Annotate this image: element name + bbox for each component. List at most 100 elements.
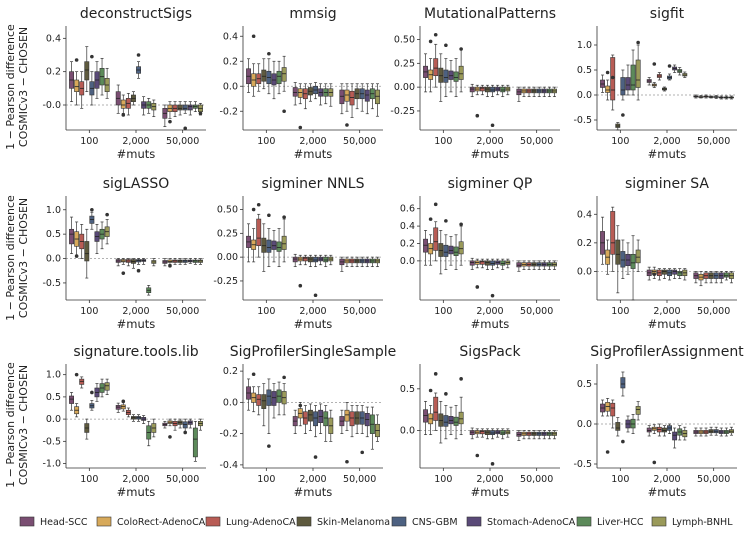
box-lung-adenoca [256,394,262,406]
x-tick-label: 50,000 [343,136,376,147]
outlier-point [444,392,448,396]
outlier-point [475,285,480,289]
box-lung-adenoca [256,218,262,247]
outlier-point [282,215,286,219]
box-skin-melanoma [308,256,313,263]
legend-swatch-skin-melanoma [296,516,312,527]
box-lung-adenoca [610,402,616,417]
box-lung-adenoca [610,211,616,255]
x-tick-label: 50,000 [343,306,376,317]
panel-8: signature.tools.lib -1.0 -0.5 0.0 0.5 1.0 100 2… [42,344,206,499]
box-head-scc [469,86,475,93]
box-cns-gbm [443,69,449,83]
box-skin-melanoma [438,67,444,83]
y-tick-label: 0.2 [223,56,238,67]
legend-swatch-cns-gbm [391,516,407,527]
x-tick-label: 2,000 [653,474,680,485]
x-tick-label: 100 [434,136,452,147]
outlier-point [444,219,448,223]
y-tick-label: 0.0 [577,90,592,101]
outlier-point [345,459,349,464]
panel-10: SigsPack 0.0 0.5 100 2,000 50,000 #muts [400,344,560,499]
x-axis-label: #muts [117,317,156,331]
box-liver-hcc [500,260,506,266]
box-lung-adenoca [302,256,308,262]
box-stomach-adenoca [672,269,678,275]
outlier-point [621,113,625,117]
box-liver-hcc [276,241,282,252]
box-skin-melanoma [84,241,90,262]
y-tick-label: -0.25 [213,276,238,287]
box-colorect-adenoca [74,79,80,92]
box-skin-melanoma [662,269,667,275]
box-head-scc [469,430,475,435]
box-liver-hcc [276,70,282,85]
x-tick-label: 50,000 [166,306,199,317]
box-stomach-adenoca [271,240,277,250]
y-tick-label: 0.5 [46,229,61,240]
y-tick-label: 0.0 [400,426,415,437]
x-tick-label: 2,000 [122,306,149,317]
y-tick-label: -0.25 [390,106,415,117]
y-tick-label: -0.5 [573,459,592,470]
x-tick-label: 2,000 [476,136,503,147]
y-tick-label: 0.00 [217,252,238,263]
legend-swatch-head-scc [19,516,35,527]
box-skin-melanoma [485,430,490,435]
box-skin-melanoma [615,422,621,431]
outlier-point [251,207,256,212]
legend-swatch-lung-adenoca [205,516,221,527]
outlier-point [605,70,610,75]
outlier-point [121,399,126,404]
box-head-scc [69,395,74,404]
x-tick-label: 50,000 [520,306,553,317]
x-tick-label: 100 [257,136,275,147]
outlier-point [282,375,286,380]
x-axis-label: #muts [117,147,156,161]
y-tick-label: 1.0 [577,40,592,51]
x-tick-label: 50,000 [343,474,376,485]
outlier-point [313,293,318,298]
box-skin-melanoma [177,104,183,111]
box-head-scc [69,228,74,245]
x-axis-label: #muts [117,485,156,499]
box-cns-gbm [313,411,318,427]
panel-5: sigminer NNLS -0.25 0.00 0.25 0.50 100 2,000 50… [213,176,383,331]
box-liver-hcc [630,253,636,269]
outlier-point [459,47,463,51]
panels-group: deconstructSigs -0.0 0.2 0.4 100 2,000 50,000 #… [42,6,744,499]
outlier-point [298,283,303,288]
y-tick-label: 0.0 [400,256,415,267]
box-stomach-adenoca [271,391,277,406]
x-tick-label: 50,000 [166,136,199,147]
box-head-scc [516,262,522,268]
y-tick-label: 0.5 [400,384,415,395]
box-lung-adenoca [433,227,439,251]
outlier-point [610,75,615,80]
box-colorect-adenoca [605,85,611,93]
y-axis-label-line1: 1 − Pearson difference [4,24,17,150]
box-skin-melanoma [261,69,267,82]
y-axis-label-row-2: 1 − Pearson difference COSMICv3 − CHOSEN [4,195,30,321]
legend-swatch-colorect-adenoca [96,516,112,527]
outlier-point [475,113,480,118]
box-stomach-adenoca [364,89,370,102]
box-skin-melanoma [485,260,490,266]
outlier-point [105,212,109,217]
x-tick-label: 100 [257,474,275,485]
box-skin-melanoma [261,394,267,409]
box-cns-gbm [620,77,626,96]
box-cns-gbm [490,260,495,266]
x-tick-label: 100 [611,136,629,147]
panel-2: MutationalPatterns -0.25 0.00 0.25 0.50 100 2,… [390,6,560,161]
outlier-point [428,388,433,393]
x-axis-label: #muts [471,147,510,161]
outlier-point [168,435,172,439]
x-axis-label: #muts [648,317,687,331]
x-tick-label: 2,000 [299,306,326,317]
y-tick-label: 0.25 [217,228,238,239]
outlier-point [345,123,349,127]
box-head-scc [339,89,345,105]
panel-11: SigProfilerAssignment -0.5 0.0 0.5 100 2,000 5… [573,344,744,499]
box-cns-gbm [443,415,449,427]
